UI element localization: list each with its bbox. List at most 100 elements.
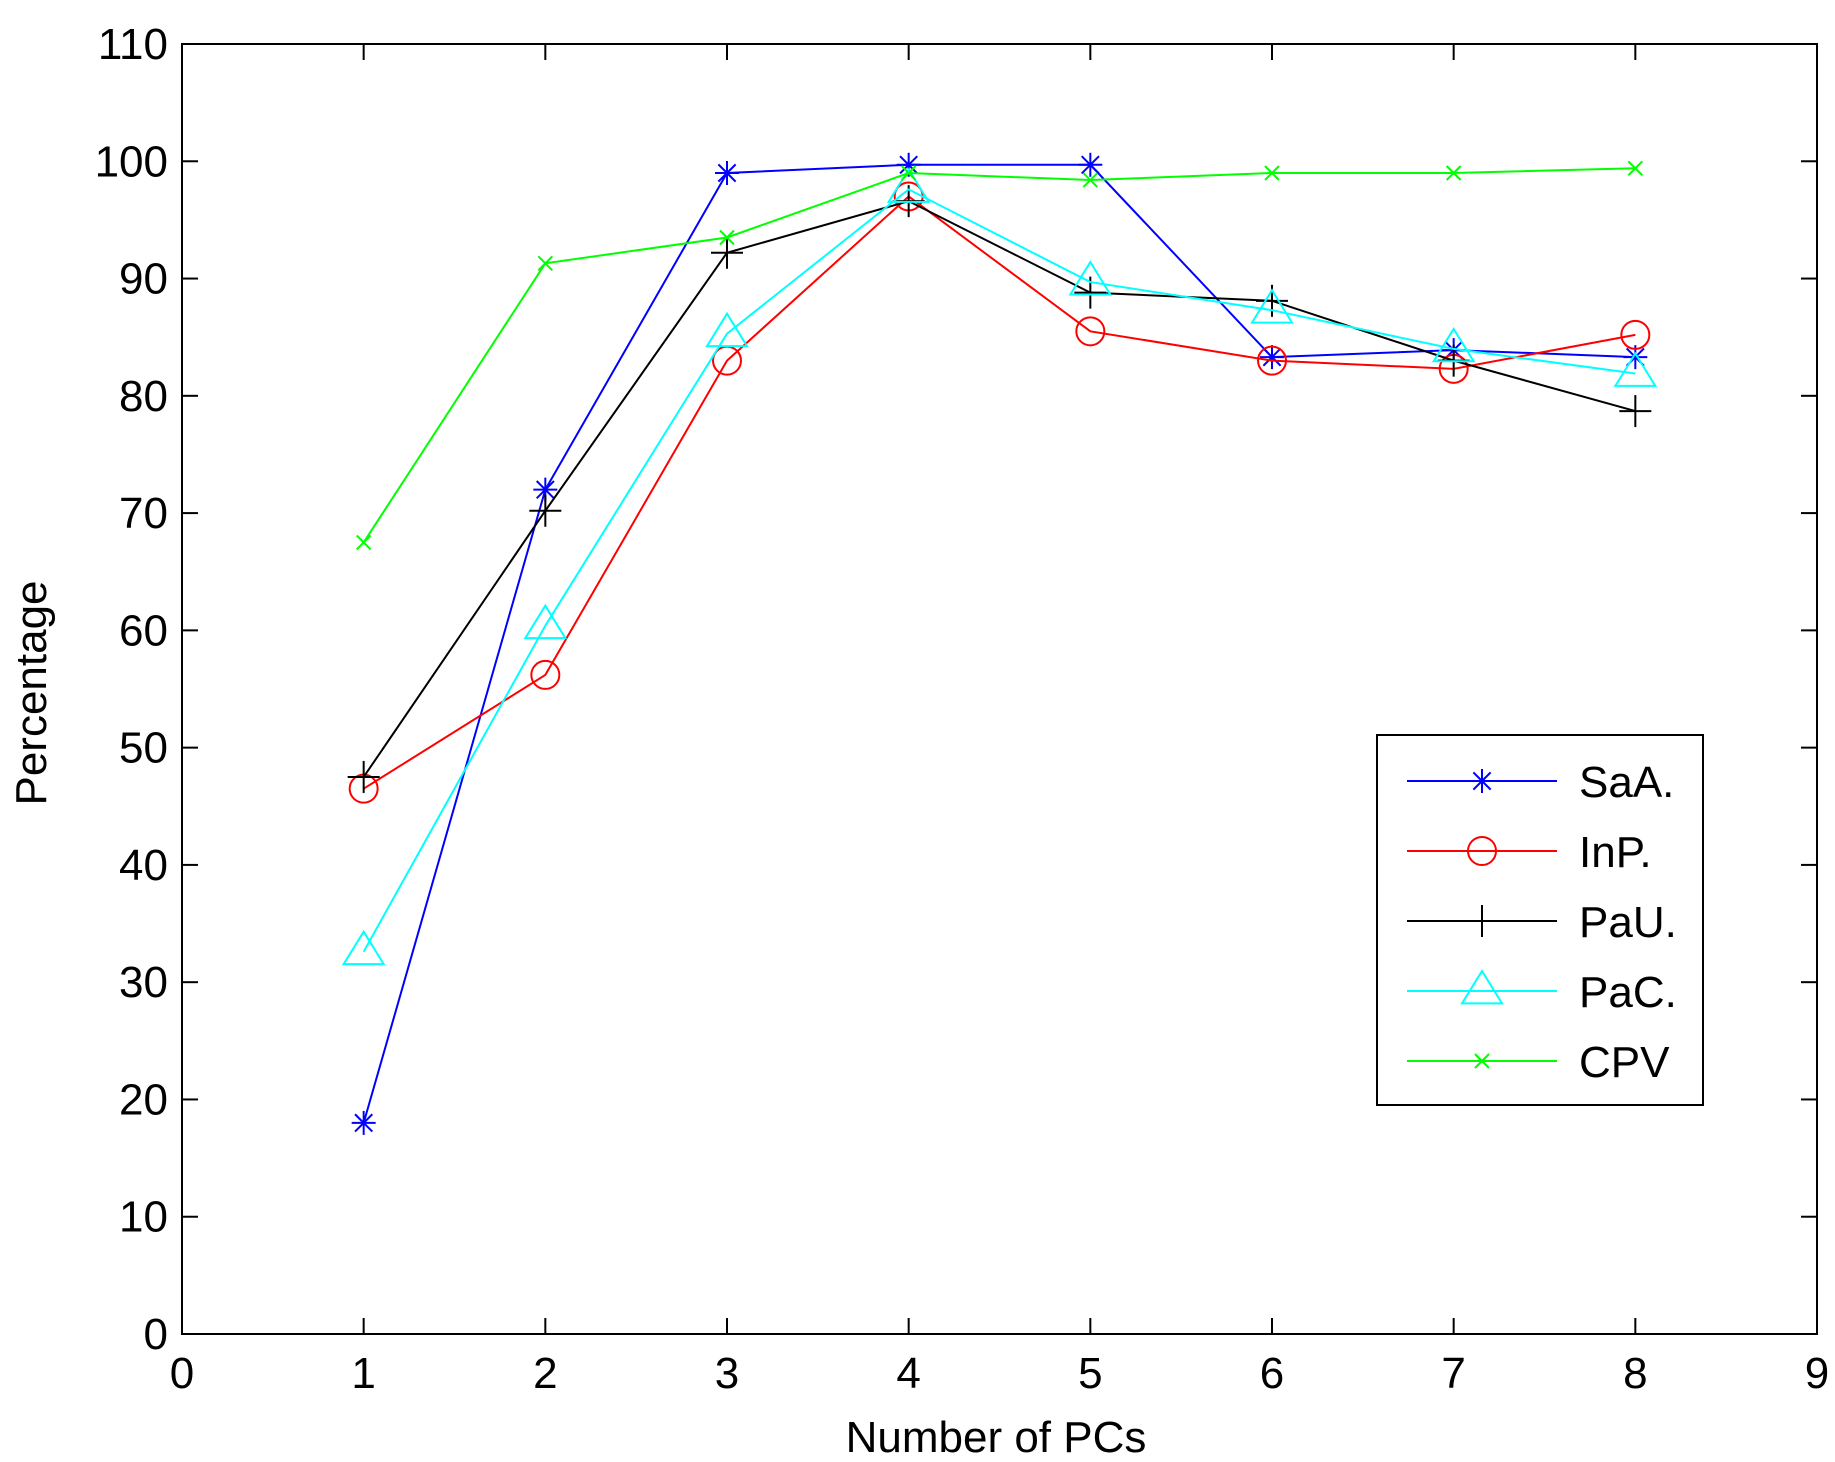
marker-shape	[1620, 319, 1651, 350]
y-tick-label: 60	[119, 606, 168, 655]
legend-label: PaC.	[1579, 968, 1677, 1017]
plot-area	[341, 152, 1658, 1135]
marker-shape	[1075, 316, 1106, 347]
y-axis-title: Percentage	[7, 580, 56, 805]
marker-shape	[1250, 288, 1294, 324]
marker-shape	[886, 167, 931, 203]
legend-marker	[1467, 836, 1497, 866]
data-point-cpv	[537, 255, 554, 272]
marker-shape	[341, 929, 386, 966]
y-tick-label: 70	[119, 489, 168, 538]
x-tick-label: 9	[1805, 1349, 1829, 1398]
data-point-saa	[715, 161, 739, 185]
y-tick-label: 80	[119, 372, 168, 421]
legend-item-cpv: CPV	[1407, 1038, 1670, 1087]
data-point-cpv	[900, 165, 917, 181]
data-point-saa	[533, 477, 558, 502]
data-point-pau	[529, 494, 562, 527]
marker-stroke	[535, 480, 555, 499]
x-tick-label: 2	[533, 1349, 557, 1398]
data-point-pau	[347, 760, 380, 793]
data-point-saa	[1260, 345, 1284, 370]
marker-stroke	[1082, 172, 1099, 188]
marker-stroke	[719, 229, 735, 246]
marker-stroke	[1264, 165, 1280, 181]
x-tick-label: 4	[896, 1349, 920, 1398]
legend-item-inp: InP.	[1407, 828, 1652, 877]
data-point-saa	[1078, 152, 1103, 177]
marker-shape	[523, 603, 568, 640]
axes-frame	[181, 43, 1818, 1335]
y-tick-label: 0	[144, 1310, 168, 1359]
data-point-pac	[1068, 260, 1113, 296]
y-tick-label: 30	[119, 958, 168, 1007]
marker-stroke	[899, 155, 919, 175]
y-tick-label: 40	[119, 841, 168, 890]
marker-shape	[1257, 345, 1287, 376]
y-tick-label: 90	[119, 255, 168, 304]
marker-shape	[1467, 836, 1497, 866]
data-point-cpv	[1445, 165, 1462, 181]
legend-label: InP.	[1579, 828, 1652, 877]
x-tick-label: 1	[351, 1349, 375, 1398]
marker-shape	[1460, 969, 1504, 1005]
series-line-pau	[362, 200, 1636, 778]
marker-shape	[1431, 327, 1476, 363]
x-tick-label: 7	[1441, 1349, 1465, 1398]
marker-stroke	[717, 163, 737, 183]
data-point-pac	[886, 167, 931, 203]
data-point-pac	[523, 603, 568, 640]
legend-label: SaA.	[1579, 758, 1674, 807]
marker-stroke	[1472, 771, 1492, 791]
data-point-cpv	[1264, 165, 1280, 181]
data-point-pau	[1619, 395, 1652, 428]
legend-marker	[1474, 1053, 1490, 1069]
legend-item-saa: SaA.	[1407, 758, 1674, 807]
x-tick-label: 6	[1260, 1349, 1284, 1398]
data-point-inp	[1075, 316, 1106, 347]
marker-shape	[1613, 351, 1658, 387]
marker-stroke	[900, 165, 917, 181]
legend-marker	[1460, 969, 1504, 1005]
marker-stroke	[537, 255, 554, 272]
legend-marker	[1466, 905, 1498, 937]
data-point-inp	[530, 659, 561, 690]
marker-stroke	[1627, 160, 1644, 177]
data-point-pac	[705, 311, 749, 348]
data-point-cpv	[355, 534, 372, 551]
data-point-inp	[1257, 345, 1287, 376]
data-point-pac	[1431, 327, 1476, 363]
y-tick-label: 100	[95, 137, 168, 186]
x-tick-label: 5	[1078, 1349, 1102, 1398]
x-axis-title: Number of PCs	[846, 1413, 1147, 1462]
y-tick-label: 110	[98, 20, 168, 69]
marker-stroke	[354, 1113, 374, 1133]
data-point-cpv	[1082, 172, 1099, 188]
marker-stroke	[1445, 165, 1462, 181]
legend-item-pac: PaC.	[1407, 968, 1677, 1017]
y-tick-label: 50	[119, 724, 168, 773]
data-point-cpv	[1627, 160, 1644, 177]
marker-stroke	[355, 534, 372, 551]
legend: SaA. InP. PaU. PaC. CPV	[1376, 734, 1704, 1106]
marker-stroke	[1080, 155, 1100, 175]
legend-item-pau: PaU.	[1407, 898, 1677, 947]
y-tick-label: 10	[119, 1193, 168, 1242]
x-tick-label: 0	[170, 1349, 194, 1398]
data-point-saa	[351, 1110, 376, 1135]
marker-shape	[530, 659, 561, 690]
y-tick-label: 20	[119, 1075, 168, 1124]
data-point-pac	[1613, 351, 1658, 387]
data-point-pac	[1250, 288, 1294, 324]
series-line-pac	[362, 188, 1636, 953]
data-point-pau	[711, 236, 743, 269]
series-line-cpv	[362, 167, 1636, 543]
legend-label: CPV	[1579, 1038, 1670, 1087]
legend-marker	[1470, 769, 1494, 793]
data-point-inp	[1620, 319, 1651, 350]
marker-shape	[705, 311, 749, 348]
data-point-pac	[341, 929, 386, 966]
series-line-inp	[363, 195, 1636, 790]
